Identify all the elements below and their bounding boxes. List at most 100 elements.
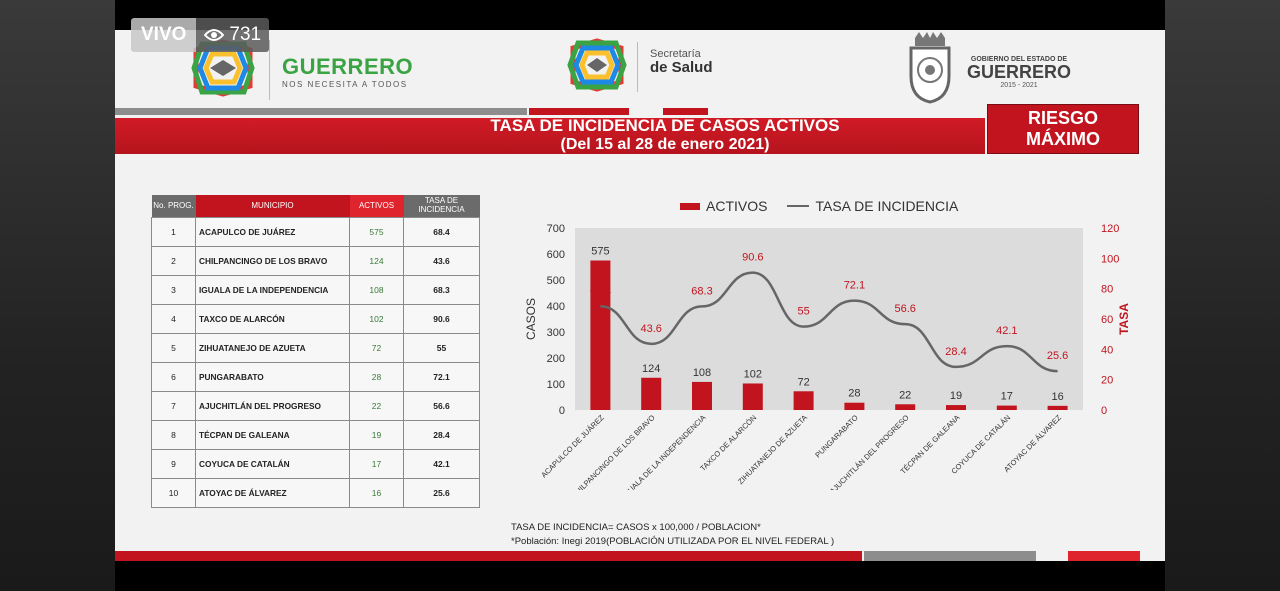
table-row: 10 ATOYAC DE ÁLVAREZ 16 25.6 — [151, 478, 480, 508]
table-row: 2 CHILPANCINGO DE LOS BRAVO 124 43.6 — [151, 246, 480, 276]
gobierno-line1: GOBIERNO DEL ESTADO DE — [970, 56, 1068, 63]
row-municipio: IGUALA DE LA INDEPENDENCIA — [195, 275, 350, 305]
secretaria-line1: Secretaría — [650, 48, 701, 60]
y2-tick-label: 80 — [1101, 284, 1113, 296]
bar — [946, 405, 966, 410]
viewer-count: 731 — [196, 18, 270, 52]
bar — [996, 405, 1017, 410]
row-number: 3 — [151, 275, 196, 305]
table-header-row: No. PROG. MUNICIPIO ACTIVOS TASA DE INCI… — [151, 195, 480, 218]
bar-value-label: 108 — [693, 367, 711, 379]
eye-icon — [204, 29, 225, 41]
row-tasa: 90.6 — [403, 304, 480, 334]
line-value-label: 56.6 — [894, 303, 915, 315]
bar-value-label: 19 — [950, 390, 962, 402]
bar-value-label: 575 — [591, 246, 609, 258]
video-top-bar — [115, 0, 1165, 30]
header-municipio: MUNICIPIO — [195, 195, 350, 218]
incidence-chart: 0 100 200 300 400 500 600 700 0 20 40 60 80 100 120 CAS… — [524, 223, 1131, 490]
row-tasa: 28.4 — [403, 420, 480, 450]
legend-label-tasa: TASA DE INCIDENCIA — [815, 198, 959, 214]
secretaria-line2: de Salud — [650, 59, 713, 77]
bar — [1047, 405, 1068, 410]
video-bottom-bar — [115, 561, 1165, 591]
right-margin — [1165, 0, 1280, 591]
gobierno-brand: GOBIERNO DEL ESTADO DE GUERRERO 2015 - 2… — [967, 56, 1071, 90]
row-municipio: TAXCO DE ALARCÓN — [195, 304, 350, 334]
y-tick-label: 500 — [547, 275, 565, 287]
row-municipio: CHILPANCINGO DE LOS BRAVO — [195, 246, 350, 276]
row-municipio: ZIHUATANEJO DE AZUETA — [195, 333, 350, 363]
header-no: No. PROG. — [151, 195, 196, 218]
row-tasa: 43.6 — [403, 246, 480, 276]
footnote-line1: TASA DE INCIDENCIA= CASOS x 100,000 / PO… — [511, 522, 761, 533]
live-badge: VIVO 731 — [131, 18, 270, 52]
table-row: 6 PUNGARABATO 28 72.1 — [151, 362, 480, 392]
secretaria-brand: Secretaría de Salud — [650, 48, 713, 77]
legend-label-activos: ACTIVOS — [706, 198, 768, 214]
x-tick-label: ATOYAC DE ÁLVAREZ — [1002, 413, 1063, 474]
line-value-label: 25.6 — [1047, 350, 1068, 362]
gobierno-line2: GUERRERO — [967, 62, 1072, 83]
municipality-table: No. PROG. MUNICIPIO ACTIVOS TASA DE INCI… — [151, 195, 480, 508]
row-tasa: 68.4 — [403, 217, 480, 247]
row-tasa: 68.3 — [403, 275, 480, 305]
header-tasa: TASA DE INCIDENCIA — [403, 195, 480, 218]
decor-stripe — [864, 551, 1036, 561]
live-label: VIVO — [131, 18, 197, 52]
row-tasa: 25.6 — [403, 478, 480, 508]
risk-badge: RIESGO MÁXIMO — [987, 104, 1139, 154]
legend-swatch-tasa — [787, 205, 810, 207]
decor-stripe — [1068, 551, 1140, 561]
y2-tick-label: 100 — [1101, 253, 1119, 265]
decor-stripe — [663, 108, 708, 115]
decor-stripe — [529, 108, 629, 115]
y2-tick-label: 20 — [1101, 375, 1113, 387]
row-activos: 17 — [349, 449, 404, 479]
state-seal-icon — [909, 32, 951, 104]
legend-swatch-activos — [680, 202, 700, 210]
brand-name: GUERRERO — [282, 54, 414, 79]
y2-tick-label: 120 — [1101, 223, 1119, 235]
row-tasa: 55 — [403, 333, 480, 363]
row-municipio: ACAPULCO DE JUÁREZ — [195, 217, 350, 247]
row-activos: 102 — [349, 304, 404, 334]
table-row: 1 ACAPULCO DE JUÁREZ 575 68.4 — [151, 217, 480, 247]
bar-value-label: 22 — [899, 389, 911, 401]
series-line-tasa — [600, 271, 1058, 373]
y-tick-label: 100 — [547, 379, 565, 391]
line-value-label: 28.4 — [945, 346, 966, 358]
x-tick-label: TAXCO DE ALARCÓN — [698, 413, 758, 473]
bar-value-label: 17 — [1001, 391, 1013, 403]
footnote-line2: *Población: Inegi 2019(POBLACIÓN UTILIZA… — [511, 536, 835, 548]
row-number: 5 — [151, 333, 196, 363]
table-body: 1 ACAPULCO DE JUÁREZ 575 68.4 2 CHILPANCINGO … — [151, 217, 480, 508]
left-margin — [0, 0, 115, 591]
line-value-label: 72.1 — [844, 280, 865, 292]
title-band — [115, 118, 985, 154]
secretaria-salud-logo-icon — [567, 38, 627, 92]
bar — [641, 377, 662, 410]
brand-tagline: NOS NECESITA A TODOS — [282, 80, 408, 89]
bar-value-label: 124 — [642, 363, 660, 375]
row-number: 2 — [151, 246, 196, 276]
bar-value-label: 102 — [744, 368, 762, 380]
row-activos: 19 — [349, 420, 404, 450]
line-value-label: 68.4 — [590, 285, 611, 297]
row-municipio: COYUCA DE CATALÁN — [195, 449, 350, 479]
table-row: 7 AJUCHITLÁN DEL PROGRESO 22 56.6 — [151, 391, 480, 421]
row-municipio: PUNGARABATO — [195, 362, 350, 392]
row-tasa: 42.1 — [403, 449, 480, 479]
line-value-label: 43.6 — [640, 323, 661, 335]
x-tick-label: PUNGARABATO — [813, 413, 860, 460]
row-tasa: 72.1 — [403, 362, 480, 392]
line-value-label: 55 — [797, 306, 809, 318]
bar — [692, 381, 712, 410]
decor-stripe — [115, 108, 527, 115]
bar — [895, 404, 916, 410]
chart-legend: ACTIVOS TASA DE INCIDENCIA — [680, 198, 958, 214]
row-activos: 28 — [349, 362, 404, 392]
bar — [844, 402, 865, 410]
bar-value-label: 16 — [1051, 391, 1063, 403]
presentation-slide: GUERRERO NOS NECESITA A TODOS Secretaría… — [115, 30, 1165, 561]
